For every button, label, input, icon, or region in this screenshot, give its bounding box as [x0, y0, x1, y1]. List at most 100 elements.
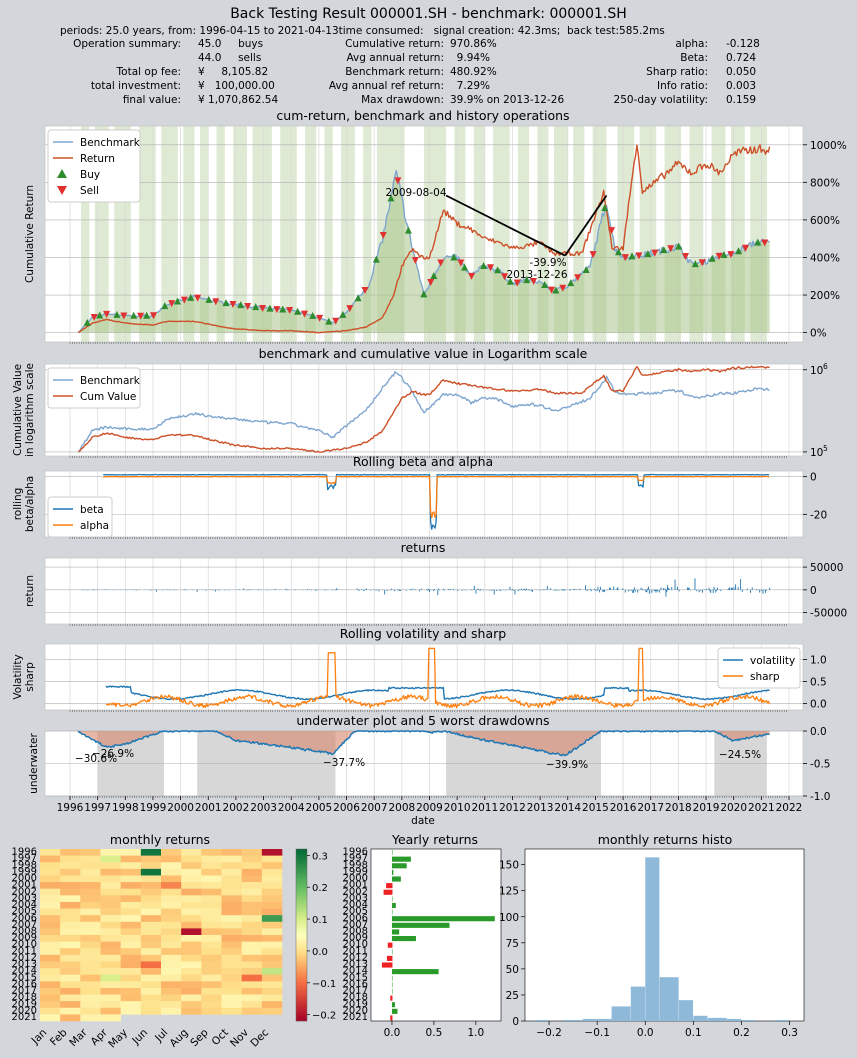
return-line — [77, 144, 771, 334]
colorbar-segment — [296, 904, 307, 906]
x-tick-label: 2005 — [306, 802, 333, 814]
colorbar-segment — [296, 966, 307, 968]
colorbar-segment — [296, 936, 307, 938]
heatmap-cell — [221, 968, 242, 975]
y-tick-label: 1.0 — [810, 654, 827, 666]
y-tick-label: 125 — [499, 886, 519, 898]
heatmap-cell — [161, 901, 182, 909]
heatmap-cell — [80, 888, 101, 896]
heatmap-cell — [181, 968, 202, 975]
colorbar-segment — [296, 911, 307, 913]
y-tick-label: 2007 — [343, 919, 368, 930]
colorbar-segment — [296, 856, 307, 858]
panel-title: monthly returns histo — [598, 832, 733, 847]
sell-marker — [530, 278, 538, 286]
colorbar-segment — [296, 921, 307, 923]
buy-marker — [450, 253, 458, 261]
colorbar-tick-label: 0.3 — [312, 851, 328, 862]
y-tick-label: 0 — [810, 472, 817, 484]
heatmap-cell — [80, 968, 101, 975]
heatmap-cell — [261, 882, 283, 889]
heatmap-cell — [140, 941, 162, 949]
colorbar-segment — [296, 886, 307, 888]
heatmap-cell — [80, 862, 101, 870]
underwater-area — [78, 731, 770, 756]
y-tick-label: 2009 — [12, 933, 37, 944]
legend-marker — [57, 169, 67, 178]
heatmap-cell — [60, 974, 81, 982]
buy-marker — [222, 299, 230, 307]
sell-marker — [574, 274, 582, 282]
heatmap-cell — [80, 941, 101, 949]
heatmap-cell — [161, 954, 182, 962]
x-tick-label: 1997 — [84, 802, 111, 814]
heatmap-cell — [161, 888, 182, 896]
summary-value: 44.0 sells — [198, 52, 262, 64]
colorbar-segment — [296, 914, 307, 916]
buy-marker — [404, 226, 412, 234]
colorbar-segment — [296, 906, 307, 908]
colorbar-segment — [296, 919, 307, 921]
y-tick-label: 2000 — [12, 873, 37, 884]
heatmap-cell — [120, 994, 142, 1002]
colorbar-segment — [296, 935, 307, 937]
heatmap-cell — [221, 875, 242, 883]
heatmap-cell — [181, 849, 202, 856]
heatmap-cell — [221, 882, 242, 889]
sell-marker — [651, 249, 659, 257]
histogram-bar — [659, 977, 679, 1021]
heatmap-cell — [261, 935, 283, 942]
legend-label: beta — [80, 504, 104, 516]
buy-marker — [660, 246, 668, 254]
heatmap-cell — [221, 1007, 242, 1015]
summary-value: 0.159 — [726, 94, 757, 106]
histogram-bar — [678, 1000, 694, 1021]
x-tick-label: 0.1 — [685, 1027, 702, 1039]
heatmap-cell — [201, 855, 222, 863]
drawdown-label: −30.6% — [75, 753, 117, 765]
colorbar-segment — [296, 1005, 307, 1007]
colorbar-segment — [296, 915, 307, 917]
heatmap-cell — [201, 1001, 222, 1009]
x-tick-label: 2008 — [388, 802, 415, 814]
heatmap-cell — [261, 915, 283, 923]
heatmap-cell — [201, 915, 222, 923]
x-tick-label: 0.2 — [733, 1027, 750, 1039]
y-tick-label: 2016 — [343, 979, 368, 990]
colorbar-segment — [296, 874, 307, 876]
colorbar-segment — [296, 962, 307, 964]
x-tick-label: Jan — [29, 1027, 50, 1048]
heatmap-cell — [241, 974, 263, 982]
heatmap-cell — [60, 908, 81, 916]
summary-label: total investment: — [90, 80, 181, 92]
holding-period — [537, 126, 549, 342]
colorbar-segment — [296, 946, 307, 948]
y-tick-label: 1996 — [12, 847, 37, 858]
summary-label: Info ratio: — [657, 80, 708, 92]
colorbar-segment — [296, 908, 307, 910]
y-tick-label: 0.0 — [810, 698, 827, 710]
buy-marker — [420, 290, 428, 298]
yearly-bar — [391, 982, 393, 988]
heatmap-cell — [80, 849, 101, 856]
sell-marker — [361, 287, 369, 295]
heatmap-cell — [181, 908, 202, 916]
heatmap-cell — [261, 961, 283, 969]
colorbar-tick-label: −0.2 — [312, 1011, 336, 1022]
heatmap-cell — [60, 948, 81, 956]
buy-marker — [252, 303, 260, 311]
heatmap-cell — [261, 908, 283, 916]
sell-marker — [427, 278, 435, 286]
heatmap-cell — [100, 875, 121, 883]
heatmap-cell — [140, 882, 162, 889]
y-tick-label: 2008 — [12, 926, 37, 937]
buy-marker — [582, 266, 590, 274]
sell-marker — [513, 279, 521, 287]
heatmap-cell — [60, 994, 81, 1002]
x-tick-label: 2015 — [582, 802, 609, 814]
heatmap-cell — [100, 954, 121, 962]
x-tick-label: 2011 — [471, 802, 498, 814]
heatmap-cell — [60, 941, 81, 949]
heatmap-cell — [241, 875, 263, 883]
heatmap-cell — [80, 882, 101, 889]
